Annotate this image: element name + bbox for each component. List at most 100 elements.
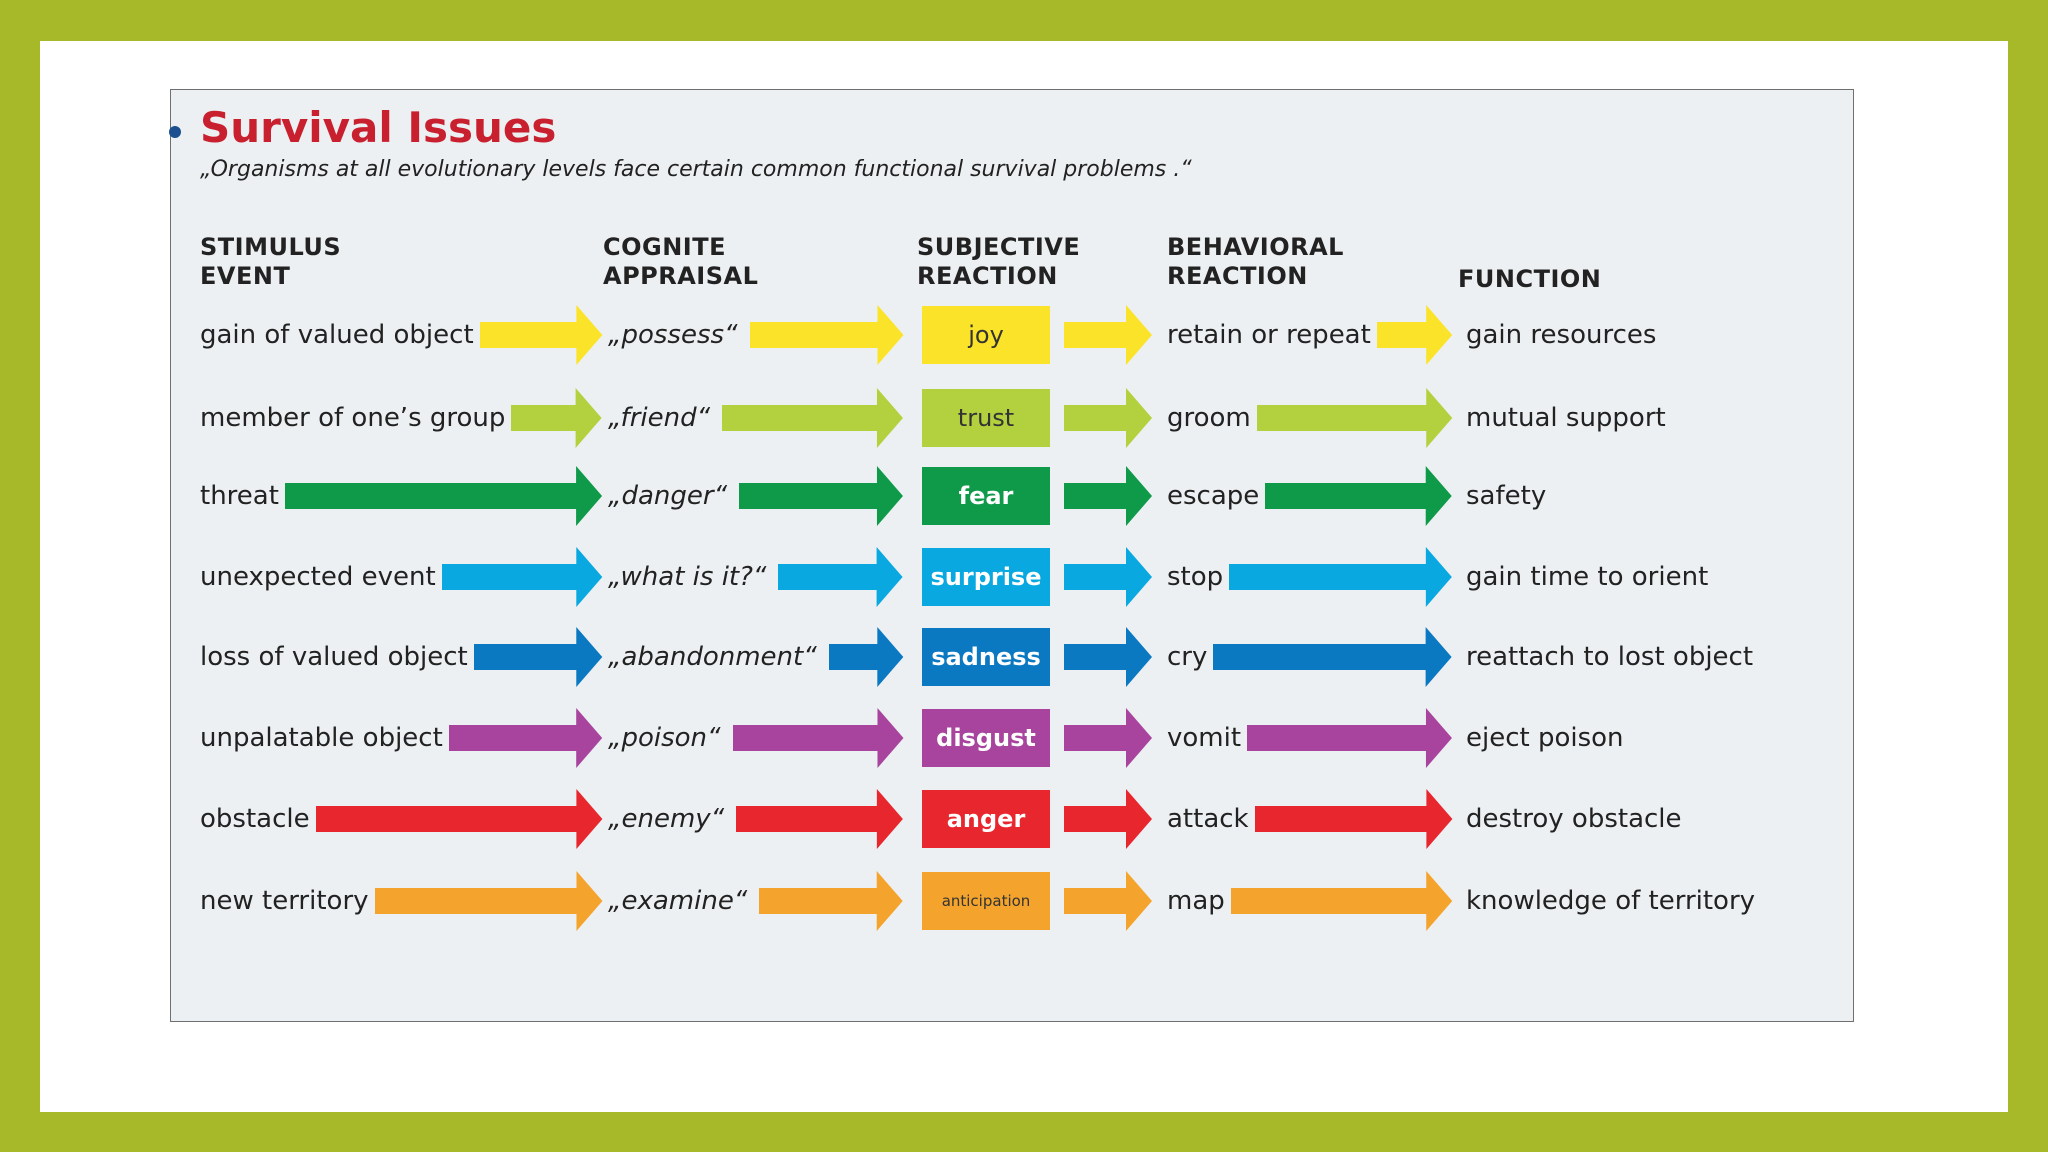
arrow-stimulus-to-appraisal <box>315 789 602 849</box>
arrow-stimulus-to-appraisal-shape <box>448 708 602 768</box>
arrow-emotion-to-behavior <box>1064 388 1152 448</box>
arrow-emotion-to-behavior <box>1064 708 1152 768</box>
arrow-emotion-to-behavior-shape <box>1064 388 1152 448</box>
stimulus-event-label: obstacle <box>200 804 310 834</box>
arrow-behavior-to-function-shape <box>1254 789 1452 849</box>
stimulus-event-label: unpalatable object <box>200 723 443 753</box>
arrow-stimulus-to-appraisal <box>448 708 602 768</box>
arrow-emotion-to-behavior <box>1064 305 1152 365</box>
diagram-subtitle: „Organisms at all evolutionary levels fa… <box>200 157 1192 182</box>
stimulus-event-label: member of one’s group <box>200 403 506 433</box>
diagram-title: Survival Issues <box>200 103 557 152</box>
arrow-emotion-to-behavior-shape <box>1064 708 1152 768</box>
header-stimulus-event: STIMULUS EVENT <box>200 233 342 290</box>
arrow-stimulus-to-appraisal-shape <box>479 305 602 365</box>
arrow-appraisal-to-emotion <box>739 466 903 526</box>
arrow-behavior-to-function <box>1213 627 1452 687</box>
arrow-stimulus-to-appraisal <box>374 871 602 931</box>
behavioral-reaction-label: groom <box>1167 403 1251 433</box>
arrow-appraisal-to-emotion-shape <box>749 305 903 365</box>
function-label: gain time to orient <box>1466 562 1709 592</box>
stimulus-event-label: unexpected event <box>200 562 436 592</box>
arrow-emotion-to-behavior-shape <box>1064 466 1152 526</box>
emotion-box-trust: trust <box>922 389 1050 447</box>
arrow-behavior-to-function-shape <box>1376 305 1452 365</box>
behavioral-reaction-label: vomit <box>1167 723 1242 753</box>
arrow-emotion-to-behavior-shape <box>1064 871 1152 931</box>
arrow-behavior-to-function <box>1376 305 1452 365</box>
arrow-behavior-to-function-shape <box>1256 388 1452 448</box>
function-label: mutual support <box>1466 403 1666 433</box>
arrow-behavior-to-function-shape <box>1230 871 1452 931</box>
appraisal-label: „danger“ <box>608 481 728 511</box>
function-label: destroy obstacle <box>1466 804 1682 834</box>
arrow-behavior-to-function-shape <box>1247 708 1452 768</box>
emotion-box-joy: joy <box>922 306 1050 364</box>
arrow-emotion-to-behavior <box>1064 789 1152 849</box>
appraisal-label: „poison“ <box>608 723 721 753</box>
arrow-stimulus-to-appraisal-shape <box>511 388 602 448</box>
emotion-box-anticipation: anticipation <box>922 872 1050 930</box>
appraisal-label: „examine“ <box>608 886 748 916</box>
behavioral-reaction-label: stop <box>1167 562 1224 592</box>
arrow-stimulus-to-appraisal-shape <box>441 547 602 607</box>
function-label: knowledge of territory <box>1466 886 1756 916</box>
arrow-appraisal-to-emotion <box>749 305 903 365</box>
behavioral-reaction-label: retain or repeat <box>1167 320 1371 350</box>
stimulus-event-label: threat <box>200 481 279 511</box>
arrow-emotion-to-behavior <box>1064 871 1152 931</box>
arrow-appraisal-to-emotion <box>759 871 903 931</box>
arrow-appraisal-to-emotion <box>732 708 903 768</box>
arrow-emotion-to-behavior-shape <box>1064 305 1152 365</box>
behavioral-reaction-label: attack <box>1167 804 1249 834</box>
behavioral-reaction-label: map <box>1167 886 1225 916</box>
appraisal-label: „what is it?“ <box>608 562 767 592</box>
behavioral-reaction-label: escape <box>1167 481 1260 511</box>
header-cognitive-appraisal: COGNITE APPRAISAL <box>603 233 759 290</box>
arrow-emotion-to-behavior <box>1064 547 1152 607</box>
emotion-box-disgust: disgust <box>922 709 1050 767</box>
emotion-box-sadness: sadness <box>922 628 1050 686</box>
arrow-appraisal-to-emotion-shape <box>828 627 903 687</box>
arrow-behavior-to-function <box>1256 388 1452 448</box>
arrow-behavior-to-function <box>1229 547 1452 607</box>
arrow-stimulus-to-appraisal <box>284 466 602 526</box>
arrow-stimulus-to-appraisal-shape <box>374 871 602 931</box>
header-subjective-reaction: SUBJECTIVE REACTION <box>917 233 1081 290</box>
stimulus-event-label: gain of valued object <box>200 320 474 350</box>
arrow-appraisal-to-emotion <box>736 789 903 849</box>
arrow-appraisal-to-emotion-shape <box>732 708 903 768</box>
arrow-stimulus-to-appraisal-shape <box>473 627 602 687</box>
emotion-box-fear: fear <box>922 467 1050 525</box>
appraisal-label: „possess“ <box>608 320 738 350</box>
arrow-emotion-to-behavior <box>1064 466 1152 526</box>
arrow-behavior-to-function <box>1247 708 1452 768</box>
arrow-appraisal-to-emotion-shape <box>722 388 903 448</box>
function-label: safety <box>1466 481 1547 511</box>
emotion-box-anger: anger <box>922 790 1050 848</box>
arrow-emotion-to-behavior-shape <box>1064 547 1152 607</box>
arrow-emotion-to-behavior-shape <box>1064 789 1152 849</box>
appraisal-label: „friend“ <box>608 403 711 433</box>
arrow-behavior-to-function-shape <box>1229 547 1452 607</box>
arrow-appraisal-to-emotion <box>828 627 903 687</box>
arrow-appraisal-to-emotion-shape <box>736 789 903 849</box>
arrow-behavior-to-function-shape <box>1213 627 1452 687</box>
emotion-box-surprise: surprise <box>922 548 1050 606</box>
header-behavioral-reaction: BEHAVIORAL REACTION <box>1167 233 1344 290</box>
arrow-behavior-to-function <box>1265 466 1452 526</box>
function-label: eject poison <box>1466 723 1624 753</box>
arrow-stimulus-to-appraisal <box>473 627 602 687</box>
bullet-dot <box>169 126 181 138</box>
arrow-appraisal-to-emotion <box>778 547 903 607</box>
arrow-stimulus-to-appraisal <box>479 305 602 365</box>
arrow-appraisal-to-emotion-shape <box>739 466 903 526</box>
appraisal-label: „abandonment“ <box>608 642 817 672</box>
stimulus-event-label: loss of valued object <box>200 642 468 672</box>
header-function: FUNCTION <box>1458 265 1602 293</box>
arrow-stimulus-to-appraisal <box>441 547 602 607</box>
appraisal-label: „enemy“ <box>608 804 725 834</box>
arrow-appraisal-to-emotion <box>722 388 903 448</box>
arrow-behavior-to-function <box>1230 871 1452 931</box>
arrow-appraisal-to-emotion-shape <box>759 871 903 931</box>
